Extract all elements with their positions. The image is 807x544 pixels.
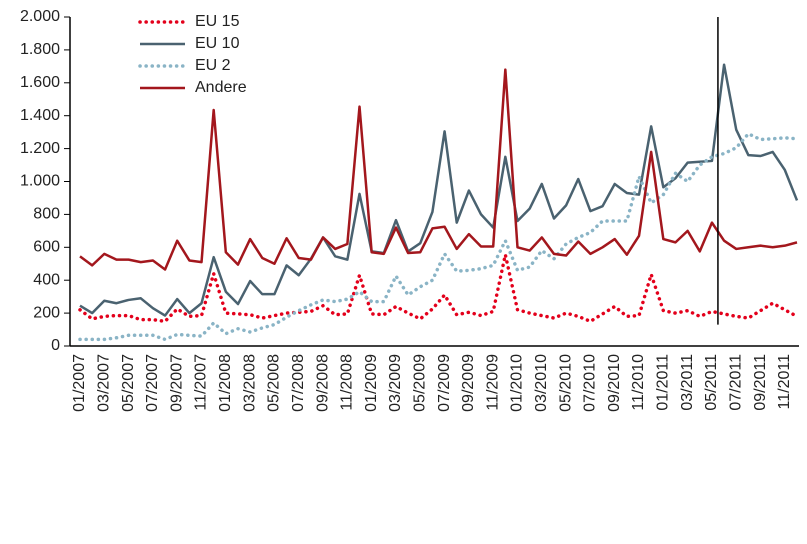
x-tick-label: 07/2008: [290, 354, 307, 412]
x-tick-label: 07/2010: [582, 354, 599, 412]
x-tick-label: 03/2009: [387, 354, 404, 412]
y-tick-label: 600: [33, 239, 60, 256]
series-line: [78, 252, 799, 324]
x-tick-label: 05/2008: [266, 354, 283, 412]
x-tick-label: 05/2011: [703, 354, 720, 411]
y-tick-label: 1.800: [20, 41, 60, 58]
x-tick-label: 11/2010: [630, 354, 647, 411]
x-tick-label: 09/2008: [314, 354, 331, 412]
x-tick-label: 05/2009: [411, 354, 428, 412]
legend-label: EU 10: [195, 35, 240, 52]
y-tick-label: 1.200: [20, 140, 60, 157]
x-tick-label: 11/2009: [484, 354, 501, 411]
x-tick-label: 07/2007: [144, 354, 161, 412]
x-tick-label: 05/2010: [557, 354, 574, 412]
x-tick-label: 01/2010: [509, 354, 526, 412]
legend-label: EU 15: [195, 13, 240, 30]
x-tick-label: 09/2010: [606, 354, 623, 412]
y-tick-label: 800: [33, 206, 60, 223]
x-tick-label: 01/2009: [363, 354, 380, 412]
series-line: [79, 63, 799, 317]
x-tick-label: 03/2011: [679, 354, 696, 411]
y-tick-label: 200: [33, 304, 60, 321]
series-line: [79, 68, 798, 271]
y-tick-label: 400: [33, 271, 60, 288]
x-tick-label: 11/2011: [776, 354, 793, 410]
legend-label: EU 2: [195, 57, 231, 74]
x-tick-label: 01/2011: [655, 354, 672, 411]
x-tick-label: 03/2007: [96, 354, 113, 412]
legend-label: Andere: [195, 79, 247, 96]
x-tick-label: 11/2008: [339, 354, 356, 411]
x-tick-label: 01/2007: [71, 354, 88, 412]
x-tick-label: 07/2009: [436, 354, 453, 412]
y-tick-label: 1.400: [20, 107, 60, 124]
y-tick-label: 0: [51, 337, 60, 354]
y-tick-label: 1.600: [20, 74, 60, 91]
y-tick-label: 2.000: [20, 8, 60, 25]
x-tick-label: 01/2008: [217, 354, 234, 412]
x-tick-label: 05/2007: [120, 354, 137, 412]
x-tick-label: 03/2008: [241, 354, 258, 412]
x-tick-label: 07/2011: [727, 354, 744, 411]
x-tick-label: 03/2010: [533, 354, 550, 412]
x-tick-label: 09/2007: [168, 354, 185, 412]
x-tick-label: 09/2011: [752, 354, 769, 411]
x-tick-label: 11/2007: [193, 354, 210, 411]
y-tick-label: 1.000: [20, 173, 60, 190]
x-tick-label: 09/2009: [460, 354, 477, 412]
series-line: [78, 132, 799, 342]
